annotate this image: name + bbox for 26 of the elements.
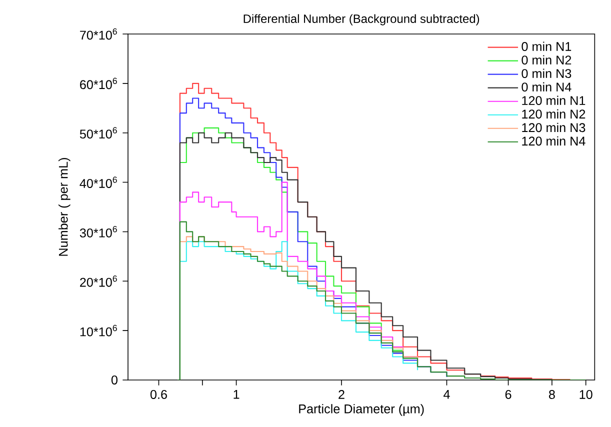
- x-tick-label: 8: [548, 390, 555, 399]
- x-axis-title: Particle Diameter (µm): [299, 404, 424, 416]
- x-tick-label: 6: [505, 390, 512, 399]
- y-tick-label: 30*10$^{6}$: [80, 226, 117, 238]
- x-tick-label: 2: [338, 390, 344, 399]
- y-tick-label: 70*10$^{6}$: [80, 28, 117, 40]
- legend-label: 120 min N1: [522, 96, 586, 106]
- y-tick-label: 40*10$^{6}$: [80, 176, 117, 188]
- legend-label: 120 min N3: [522, 122, 586, 132]
- legend-label: 0 min N1: [522, 42, 572, 51]
- y-tick-label: 10*10$^{6}$: [80, 324, 117, 336]
- y-tick-label: 0: [111, 376, 118, 384]
- x-tick-label: 0.6: [150, 390, 167, 399]
- legend-label: 0 min N2: [522, 55, 572, 64]
- x-tick-label: 1: [234, 390, 240, 399]
- chart-title: Differential Number (Background subtracted): [244, 14, 480, 26]
- legend-label: 0 min N3: [522, 68, 572, 78]
- y-tick-label: 50*10$^{6}$: [80, 127, 117, 139]
- y-axis-title: Number ( per mL): [58, 158, 70, 256]
- y-tick-label: 20*10$^{6}$: [80, 275, 117, 287]
- x-tick-label: 4: [444, 390, 450, 399]
- y-tick-label: 60*10$^{6}$: [80, 78, 117, 90]
- legend-label: 120 min N2: [522, 109, 586, 119]
- x-tick-label: 10: [580, 390, 592, 399]
- legend-label: 120 min N4: [522, 136, 586, 146]
- legend-label: 0 min N4: [522, 82, 572, 92]
